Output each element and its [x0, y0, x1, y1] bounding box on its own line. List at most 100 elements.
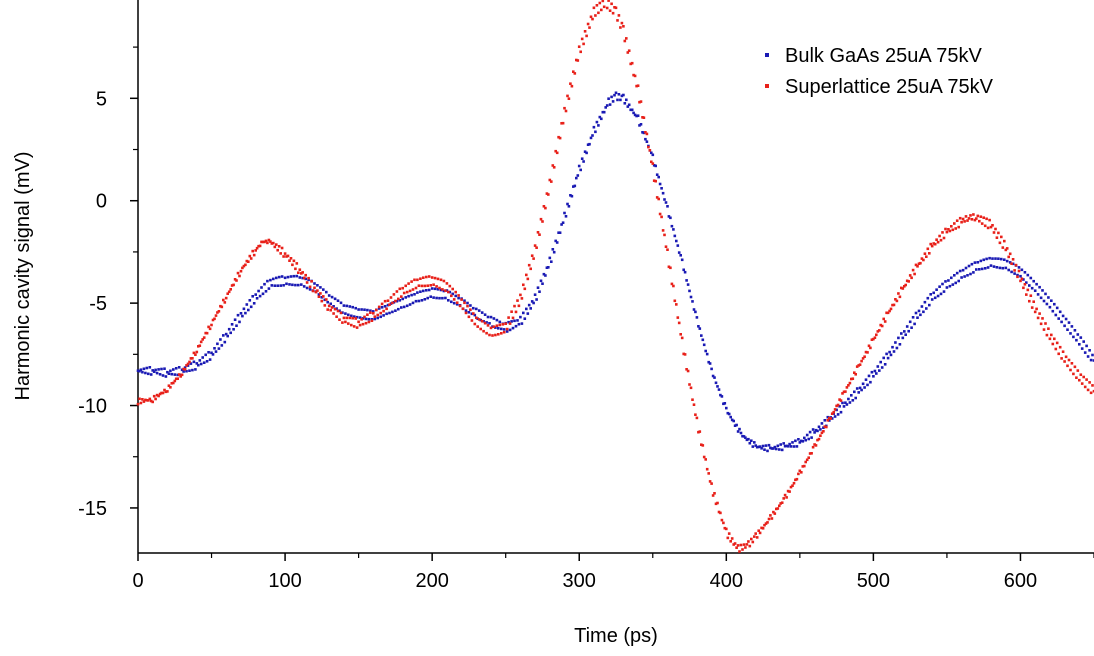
data-point: [823, 425, 827, 428]
data-point: [998, 266, 1002, 270]
data-point: [332, 305, 335, 308]
data-point: [723, 402, 727, 405]
data-point: [1028, 284, 1031, 287]
data-point: [401, 297, 404, 301]
data-point: [569, 82, 572, 85]
data-point: [632, 111, 635, 115]
data-point: [1016, 275, 1019, 279]
data-point: [197, 363, 200, 367]
data-point: [148, 397, 152, 401]
data-point: [223, 340, 227, 344]
data-point: [895, 346, 899, 350]
data-point: [558, 231, 562, 234]
data-point: [775, 447, 778, 451]
data-point: [476, 317, 479, 320]
data-point: [285, 282, 288, 286]
data-point: [788, 490, 791, 493]
data-point: [516, 319, 519, 322]
data-point: [1082, 375, 1085, 379]
data-point: [504, 322, 507, 325]
data-point: [226, 292, 229, 295]
data-point: [854, 373, 857, 376]
data-point: [1013, 269, 1016, 272]
data-point: [317, 295, 321, 298]
data-point: [601, 0, 605, 3]
data-point: [614, 91, 618, 95]
data-point: [819, 428, 822, 431]
data-point: [488, 322, 491, 325]
legend-marker-bulk-gaas: [765, 53, 769, 57]
y-tick-label: -15: [78, 498, 107, 520]
data-point: [210, 323, 213, 327]
data-point: [354, 306, 357, 310]
data-point: [889, 307, 893, 311]
data-point: [992, 231, 996, 234]
data-point: [491, 325, 494, 328]
data-point: [830, 412, 834, 415]
data-point: [380, 306, 384, 309]
data-point: [705, 467, 709, 471]
data-point: [223, 301, 227, 304]
data-point: [925, 307, 928, 310]
data-point: [172, 368, 175, 371]
data-point: [598, 1, 602, 5]
axes: [137, 0, 1094, 554]
data-point: [772, 510, 775, 514]
data-point: [332, 312, 335, 315]
data-point: [452, 301, 456, 305]
data-point: [1069, 368, 1072, 372]
data-point: [310, 280, 313, 283]
data-point: [892, 350, 896, 353]
data-point: [901, 287, 905, 290]
data-point: [748, 544, 752, 548]
data-point: [595, 120, 599, 124]
data-point: [295, 274, 299, 278]
data-point: [1064, 317, 1068, 321]
data-point: [447, 299, 450, 302]
data-point: [822, 430, 825, 433]
data-point: [739, 431, 743, 435]
data-point: [604, 106, 607, 109]
data-point: [980, 267, 984, 271]
data-point: [935, 238, 938, 241]
data-point: [592, 125, 596, 129]
data-point: [944, 227, 947, 231]
data-point: [594, 14, 597, 17]
data-point: [479, 327, 482, 331]
data-point: [230, 323, 234, 326]
x-axis-title: Time (ps): [574, 625, 658, 647]
data-point: [469, 304, 472, 307]
data-point: [923, 300, 927, 304]
data-point: [192, 360, 196, 364]
data-point: [963, 275, 966, 278]
data-point: [742, 543, 746, 546]
data-point: [366, 313, 369, 316]
data-point: [186, 364, 190, 367]
y-axis-title: Harmonic cavity signal (mV): [12, 152, 34, 401]
data-point: [195, 350, 199, 354]
data-point: [1058, 345, 1062, 349]
data-point: [738, 550, 741, 553]
data-point: [648, 149, 652, 152]
data-point: [654, 179, 657, 183]
data-point: [730, 537, 734, 540]
data-point: [964, 215, 968, 218]
data-point: [222, 298, 225, 302]
data-point: [244, 263, 247, 267]
data-point: [180, 373, 184, 377]
data-point: [188, 369, 191, 372]
data-point: [224, 332, 228, 336]
data-point: [844, 401, 847, 404]
data-point: [632, 73, 635, 77]
data-point: [1005, 259, 1009, 263]
data-point: [910, 276, 913, 280]
x-tick-label: 0: [132, 570, 143, 592]
data-point: [713, 492, 716, 495]
data-point: [717, 510, 721, 514]
data-point: [261, 292, 265, 296]
data-point: [848, 401, 852, 404]
data-point: [880, 324, 884, 328]
data-point: [730, 418, 734, 422]
data-point: [542, 272, 546, 276]
data-point: [511, 316, 515, 320]
